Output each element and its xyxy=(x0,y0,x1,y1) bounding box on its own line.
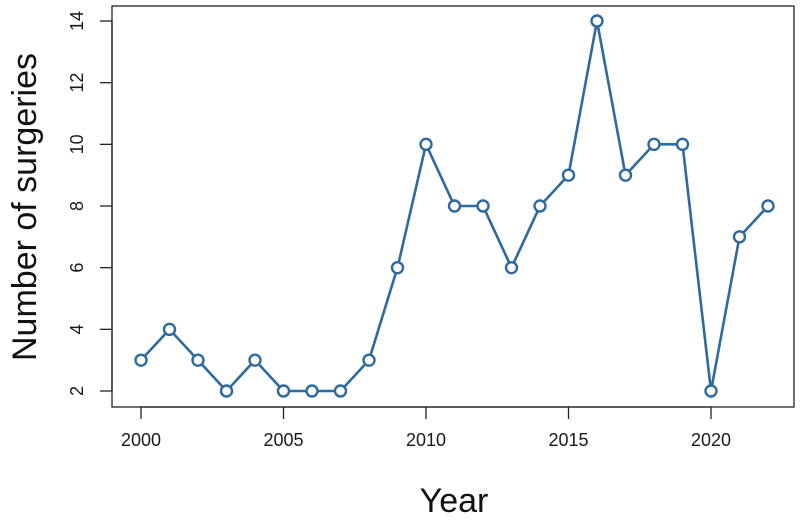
y-axis: 2 4 6 8 10 12 14 xyxy=(67,11,113,396)
data-point xyxy=(732,230,747,244)
x-tick-label: 2000 xyxy=(121,430,161,450)
series-layer xyxy=(134,14,775,398)
data-point xyxy=(276,384,291,398)
y-tick-label: 4 xyxy=(67,324,87,334)
data-point xyxy=(248,353,262,367)
data-point xyxy=(219,384,234,398)
data-point xyxy=(390,260,405,275)
data-point xyxy=(162,322,177,337)
x-axis-title: Year xyxy=(420,482,489,520)
data-point xyxy=(590,14,604,28)
data-point xyxy=(533,199,547,213)
x-tick-label: 2010 xyxy=(406,430,446,450)
data-point xyxy=(561,168,576,182)
data-point xyxy=(447,199,462,213)
x-tick-label: 2005 xyxy=(263,430,303,450)
y-axis-title: Number of surgeries xyxy=(6,53,44,361)
y-tick-label: 6 xyxy=(67,263,87,273)
y-tick-label: 12 xyxy=(67,73,87,93)
x-axis: 2000 2005 2010 2015 2020 xyxy=(121,406,731,450)
data-point xyxy=(191,353,205,367)
x-tick-label: 2015 xyxy=(548,430,588,450)
data-point xyxy=(704,384,718,398)
x-tick-label: 2020 xyxy=(691,430,731,450)
data-point xyxy=(675,137,690,152)
y-tick-label: 14 xyxy=(67,11,87,31)
y-tick-label: 2 xyxy=(67,386,87,396)
data-point xyxy=(362,353,376,367)
data-point xyxy=(761,199,775,213)
y-tick-label: 8 xyxy=(67,201,87,211)
data-point xyxy=(476,199,490,213)
data-point xyxy=(333,384,348,398)
data-point xyxy=(504,260,519,275)
data-point xyxy=(647,137,661,152)
data-point xyxy=(134,353,148,367)
data-point xyxy=(305,384,319,398)
y-tick-label: 10 xyxy=(67,134,87,154)
data-point xyxy=(618,168,633,182)
data-point xyxy=(419,137,433,152)
